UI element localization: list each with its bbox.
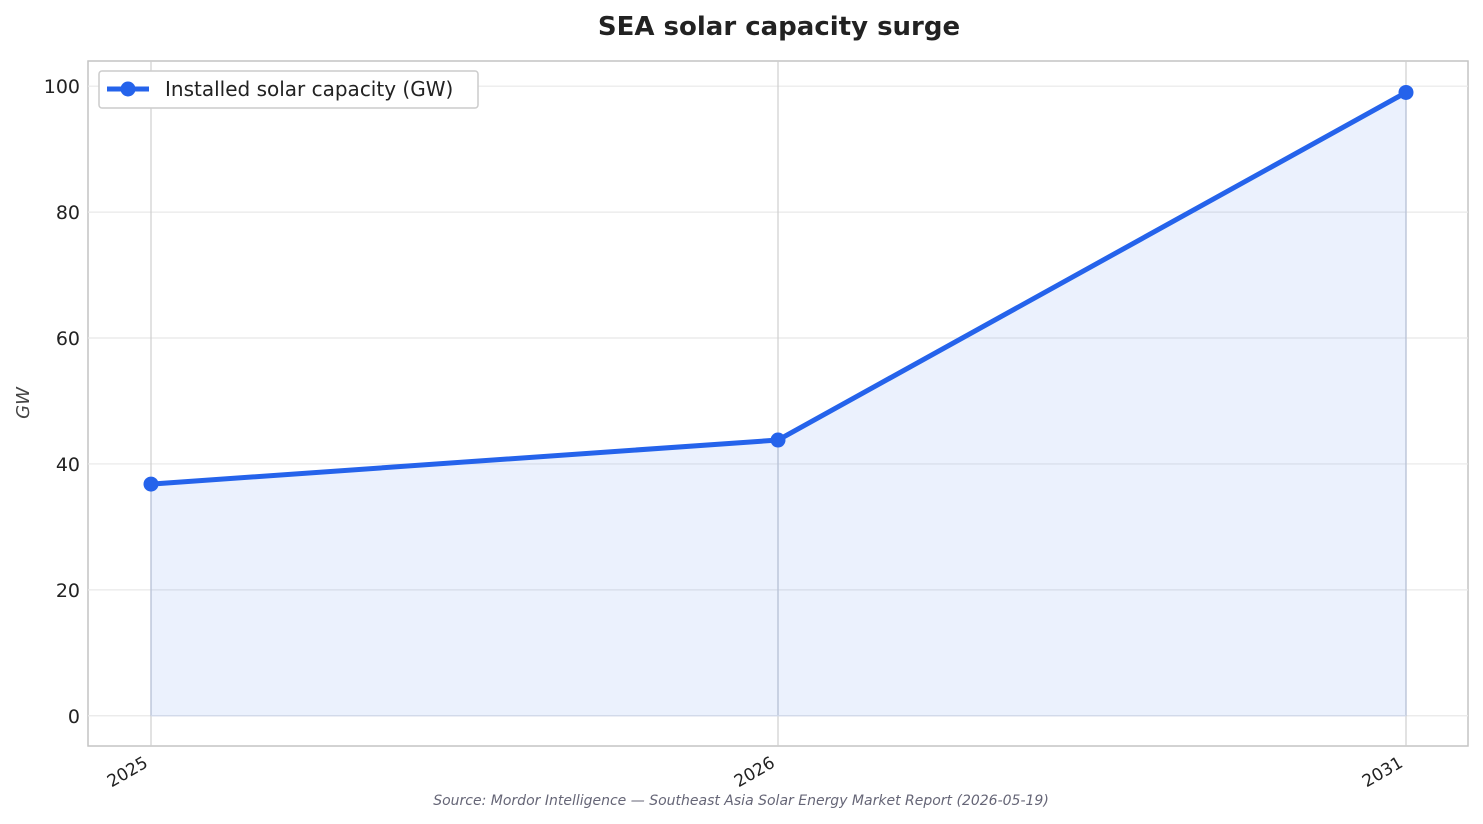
area-fill xyxy=(150,92,1407,717)
area-path xyxy=(151,92,1406,716)
x-tick-label: 2031 xyxy=(1359,753,1406,792)
y-tick-label: 100 xyxy=(44,76,80,98)
y-axis-ticks: 0 20 40 60 80 100 xyxy=(44,76,80,728)
data-point xyxy=(770,432,786,448)
legend: Installed solar capacity (GW) xyxy=(98,70,479,109)
data-points xyxy=(143,84,1414,492)
y-tick-label: 20 xyxy=(56,580,80,602)
legend-label: Installed solar capacity (GW) xyxy=(165,77,453,101)
x-tick-label: 2025 xyxy=(104,753,151,792)
legend-marker xyxy=(120,81,136,97)
x-axis-ticks: 2025 2026 2031 xyxy=(104,753,1406,792)
data-point xyxy=(1398,84,1414,100)
x-tick-label: 2026 xyxy=(731,753,778,792)
legend-box xyxy=(98,70,479,109)
y-axis-label: GW xyxy=(13,386,34,419)
data-point xyxy=(143,476,159,492)
y-tick-label: 0 xyxy=(68,706,80,728)
source-note: Source: Mordor Intelligence — Southeast … xyxy=(433,793,1049,809)
y-tick-label: 60 xyxy=(56,328,80,350)
y-tick-label: 80 xyxy=(56,202,80,224)
chart-title: SEA solar capacity surge xyxy=(598,12,960,42)
y-tick-label: 40 xyxy=(56,454,80,476)
